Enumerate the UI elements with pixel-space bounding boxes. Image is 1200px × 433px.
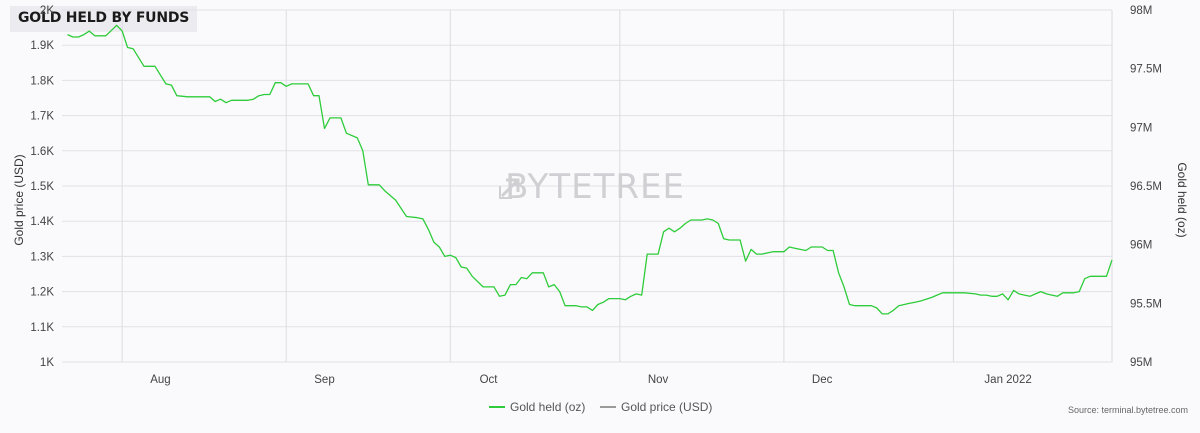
legend-label[interactable]: Gold held (oz) — [510, 400, 585, 414]
legend-label[interactable]: Gold price (USD) — [621, 400, 712, 414]
arrow-icon — [500, 178, 520, 198]
right-axis-title: Gold held (oz) — [1175, 162, 1189, 237]
left-tick-label: 1.7K — [30, 111, 54, 123]
left-tick-label: 1.6K — [30, 146, 54, 158]
left-tick-label: 1.8K — [30, 75, 54, 87]
x-tick-label: Jan 2022 — [984, 374, 1031, 386]
series-layer — [67, 24, 1113, 315]
x-axis-ticks: Aug Sep Oct Nov Dec Jan 2022 — [150, 374, 1032, 386]
right-tick-label: 96.5M — [1130, 181, 1162, 193]
right-tick-label: 98M — [1130, 5, 1152, 17]
left-tick-label: 1.5K — [30, 181, 54, 193]
left-axis-title: Gold price (USD) — [12, 154, 26, 245]
watermark-logo-icon — [499, 178, 520, 199]
left-tick-label: 2K — [40, 5, 54, 17]
left-tick-label: 1.4K — [30, 216, 54, 228]
series-line-gold-held — [67, 24, 1113, 315]
left-tick-label: 1.3K — [30, 251, 54, 263]
gridlines — [62, 9, 1113, 363]
source-credit: Source: terminal.bytetree.com — [1068, 405, 1188, 415]
right-tick-label: 95.5M — [1130, 298, 1162, 310]
right-tick-label: 95M — [1130, 357, 1152, 369]
right-tick-label: 96M — [1130, 240, 1152, 252]
watermark-text: BYTETREE — [505, 167, 685, 207]
left-tick-label: 1.9K — [30, 40, 54, 52]
x-tick-label: Aug — [150, 374, 170, 386]
right-axis-ticks: 95M 95.5M 96M 96.5M 97M 97.5M 98M — [1130, 5, 1162, 369]
right-tick-label: 97.5M — [1130, 64, 1162, 76]
x-tick-label: Oct — [480, 374, 499, 386]
corner-icon — [499, 186, 512, 199]
x-tick-label: Nov — [648, 374, 669, 386]
right-tick-label: 97M — [1130, 122, 1152, 134]
x-tick-label: Dec — [812, 374, 833, 386]
left-tick-label: 1.2K — [30, 287, 54, 299]
left-tick-label: 1.1K — [30, 322, 54, 334]
left-tick-label: 1K — [40, 357, 54, 369]
x-tick-label: Sep — [314, 374, 334, 386]
legend: Gold held (oz) Gold price (USD) — [489, 400, 712, 414]
left-axis-ticks: 1K 1.1K 1.2K 1.3K 1.4K 1.5K 1.6K 1.7K 1.8K 1.9K 2K — [30, 5, 54, 369]
